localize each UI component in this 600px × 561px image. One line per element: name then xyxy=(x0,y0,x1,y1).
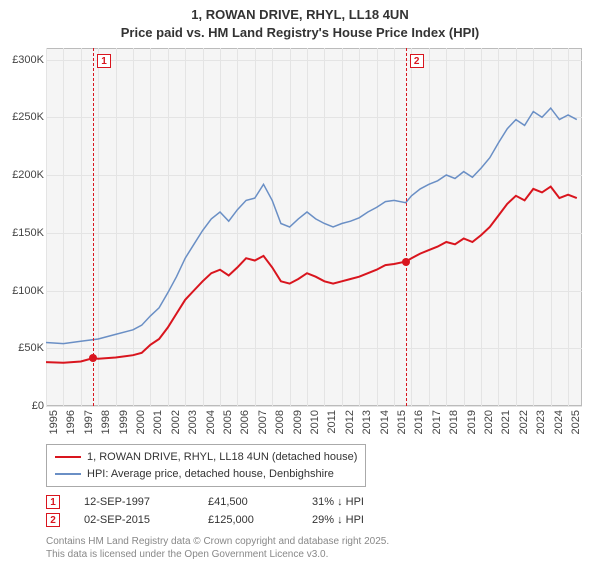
transaction-row: 1 12-SEP-1997 £41,500 31% ↓ HPI xyxy=(46,493,582,511)
marker-dot-1 xyxy=(89,354,97,362)
marker-box-2: 2 xyxy=(410,54,424,68)
y-tick-label: £150K xyxy=(0,227,44,239)
title-block: 1, ROWAN DRIVE, RHYL, LL18 4UN Price pai… xyxy=(0,0,600,45)
marker-vline-1 xyxy=(93,48,94,406)
y-tick-label: £300K xyxy=(0,54,44,66)
title-line-2: Price paid vs. HM Land Registry's House … xyxy=(0,24,600,42)
transaction-marker-box: 1 xyxy=(46,495,60,509)
legend-swatch-1 xyxy=(55,456,81,458)
y-tick-label: £200K xyxy=(0,169,44,181)
series-line-price_paid xyxy=(46,187,577,363)
transaction-date: 02-SEP-2015 xyxy=(84,514,184,526)
legend-row-2: HPI: Average price, detached house, Denb… xyxy=(55,466,357,483)
attribution-line-2: This data is licensed under the Open Gov… xyxy=(46,548,582,561)
marker-dot-2 xyxy=(402,258,410,266)
chart-container: 1, ROWAN DRIVE, RHYL, LL18 4UN Price pai… xyxy=(0,0,600,560)
title-line-1: 1, ROWAN DRIVE, RHYL, LL18 4UN xyxy=(0,6,600,24)
legend-box: 1, ROWAN DRIVE, RHYL, LL18 4UN (detached… xyxy=(46,444,366,487)
legend-wrap: 1, ROWAN DRIVE, RHYL, LL18 4UN (detached… xyxy=(46,444,582,561)
legend-label-1: 1, ROWAN DRIVE, RHYL, LL18 4UN (detached… xyxy=(87,449,357,466)
marker-box-1: 1 xyxy=(97,54,111,68)
chart-area: 12 xyxy=(46,48,582,406)
transaction-delta: 31% ↓ HPI xyxy=(312,496,364,508)
transaction-delta: 29% ↓ HPI xyxy=(312,514,364,526)
legend-label-2: HPI: Average price, detached house, Denb… xyxy=(87,466,334,483)
attribution: Contains HM Land Registry data © Crown c… xyxy=(46,535,582,561)
transaction-price: £41,500 xyxy=(208,496,288,508)
transaction-row: 2 02-SEP-2015 £125,000 29% ↓ HPI xyxy=(46,511,582,529)
transaction-price: £125,000 xyxy=(208,514,288,526)
transactions-table: 1 12-SEP-1997 £41,500 31% ↓ HPI 2 02-SEP-2015… xyxy=(46,493,582,529)
transaction-marker-box: 2 xyxy=(46,513,60,527)
plot-svg xyxy=(46,48,582,406)
legend-row-1: 1, ROWAN DRIVE, RHYL, LL18 4UN (detached… xyxy=(55,449,357,466)
y-tick-label: £100K xyxy=(0,285,44,297)
series-line-hpi xyxy=(46,108,577,344)
legend-swatch-2 xyxy=(55,473,81,475)
attribution-line-1: Contains HM Land Registry data © Crown c… xyxy=(46,535,582,548)
y-tick-label: £250K xyxy=(0,111,44,123)
transaction-date: 12-SEP-1997 xyxy=(84,496,184,508)
y-tick-label: £0 xyxy=(0,400,44,412)
y-tick-label: £50K xyxy=(0,342,44,354)
marker-vline-2 xyxy=(406,48,407,406)
